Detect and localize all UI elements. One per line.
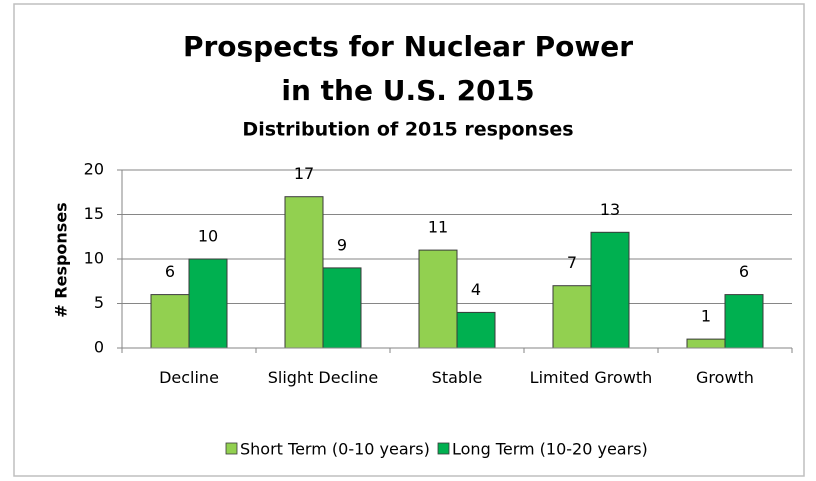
chart-subtitle: Distribution of 2015 responses <box>242 119 573 141</box>
y-tick-label: 10 <box>84 249 104 268</box>
bar <box>590 231 630 349</box>
y-tick-label: 5 <box>94 293 104 312</box>
bar <box>552 285 592 349</box>
data-label: 1 <box>701 307 711 326</box>
data-label: 7 <box>567 253 577 272</box>
y-axis-label: # Responses <box>52 202 71 317</box>
chart-frame <box>13 3 805 477</box>
bar <box>322 267 362 349</box>
x-tick-label: Decline <box>159 368 219 387</box>
data-label: 17 <box>294 164 314 183</box>
x-tick-label: Slight Decline <box>268 368 379 387</box>
bar <box>724 294 764 349</box>
x-tick-label: Stable <box>432 368 483 387</box>
data-label: 6 <box>739 262 749 281</box>
bar <box>456 311 496 349</box>
x-tick-label-line: Limited Growth <box>530 368 653 387</box>
bar <box>284 196 324 349</box>
bar <box>150 294 190 349</box>
data-label: 9 <box>337 235 347 254</box>
y-tick-label: 0 <box>94 338 104 357</box>
data-label: 11 <box>428 218 448 237</box>
x-tick-label-line: Stable <box>432 368 483 387</box>
chart-title: in the U.S. 2015 <box>281 74 534 107</box>
x-tick-label-line: Growth <box>696 368 754 387</box>
legend-label: Short Term (0-10 years) <box>240 440 430 459</box>
x-tick-label-line: Slight Decline <box>268 368 379 387</box>
chart-title: Prospects for Nuclear Power <box>183 30 633 63</box>
y-tick-label: 20 <box>84 160 104 179</box>
x-tick-label: Growth <box>696 368 754 387</box>
data-label: 4 <box>471 280 481 299</box>
bar <box>686 338 726 349</box>
data-label: 6 <box>165 262 175 281</box>
bar <box>418 249 458 349</box>
legend-swatch <box>437 442 450 455</box>
y-tick-label: 15 <box>84 204 104 223</box>
x-tick-label-line: Decline <box>159 368 219 387</box>
legend-label: Long Term (10-20 years) <box>452 440 648 459</box>
data-label: 10 <box>198 227 218 246</box>
x-tick-label: Limited Growth <box>530 368 653 387</box>
data-label: 13 <box>600 200 620 219</box>
legend-swatch <box>225 442 238 455</box>
bar <box>188 258 228 349</box>
